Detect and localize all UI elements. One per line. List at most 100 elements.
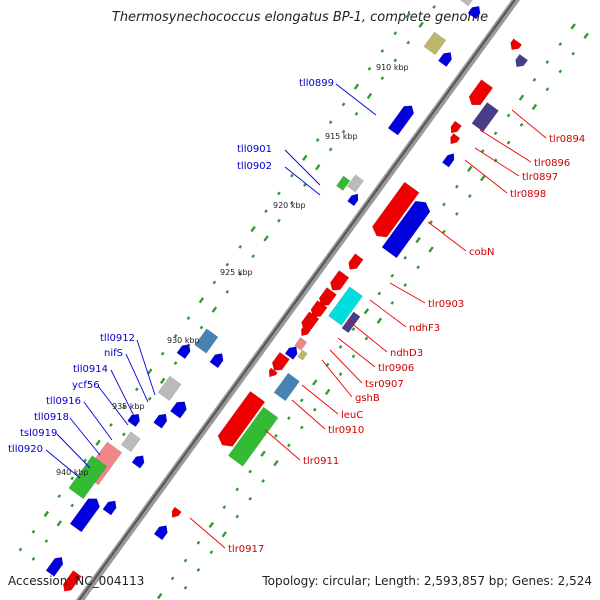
tick-mark xyxy=(428,246,434,253)
tick-mark xyxy=(363,308,370,315)
gene-feature xyxy=(273,372,300,402)
tick-mark xyxy=(506,113,511,118)
leader-line xyxy=(264,429,301,461)
tick-mark xyxy=(199,325,204,330)
tick-mark xyxy=(415,236,421,244)
leader-line xyxy=(474,147,520,177)
gene-label: tlr0910 xyxy=(328,425,364,436)
leader-line xyxy=(125,353,149,403)
gene-feature xyxy=(347,193,359,207)
tick-mark xyxy=(209,550,214,555)
tick-mark xyxy=(70,476,75,481)
gene-feature xyxy=(510,38,523,51)
tick-mark xyxy=(377,291,382,296)
gene-feature xyxy=(217,390,266,447)
tick-mark xyxy=(467,165,473,172)
tick-mark xyxy=(70,503,75,508)
gene-feature xyxy=(297,349,308,361)
gene-feature xyxy=(318,287,337,306)
tick-mark xyxy=(354,111,359,116)
gene-feature xyxy=(310,300,328,318)
tick-mark xyxy=(196,540,201,545)
leader-line xyxy=(511,109,547,139)
tick-mark xyxy=(248,496,252,501)
gene-feature xyxy=(387,105,415,136)
leader-line xyxy=(56,433,91,469)
tick-mark xyxy=(251,254,255,259)
gene-label: tsr0907 xyxy=(365,379,404,390)
tick-mark xyxy=(260,450,266,457)
tick-mark xyxy=(173,361,178,366)
gene-label: tll0914 xyxy=(73,364,108,375)
gene-label: tsl0919 xyxy=(20,428,57,439)
label-leader-lines xyxy=(45,83,547,549)
gene-feature xyxy=(169,401,187,419)
tick-mark xyxy=(222,505,227,510)
tick-mark xyxy=(506,140,511,145)
tick-mark xyxy=(134,387,139,392)
tick-mark xyxy=(277,191,281,196)
scale-label: 910 kbp xyxy=(376,63,409,72)
tick-mark xyxy=(393,31,398,36)
gene-feature xyxy=(194,328,219,354)
tick-mark xyxy=(196,568,201,572)
gene-feature xyxy=(268,367,278,378)
gene-label: ndhF3 xyxy=(409,323,440,334)
tick-mark xyxy=(173,333,178,338)
tick-mark xyxy=(238,244,243,249)
tick-mark xyxy=(315,138,320,142)
tick-mark xyxy=(290,173,294,178)
tick-mark xyxy=(287,416,291,421)
tick-mark xyxy=(311,379,318,386)
gene-feature xyxy=(328,286,363,326)
leader-line xyxy=(389,282,426,304)
gene-feature xyxy=(131,455,145,469)
tick-mark xyxy=(261,479,265,483)
tick-mark xyxy=(159,377,166,385)
gene-feature xyxy=(371,181,420,238)
gene-label: tlr0896 xyxy=(534,158,570,169)
leader-line xyxy=(83,401,113,441)
tick-mark xyxy=(455,211,459,216)
gene-label: tll0901 xyxy=(237,144,272,155)
tick-mark xyxy=(299,425,304,430)
tick-mark xyxy=(493,131,498,136)
tick-mark xyxy=(31,557,36,561)
gene-feature xyxy=(300,325,312,337)
tick-mark xyxy=(183,558,188,563)
leader-line xyxy=(464,159,508,194)
gene-label: gshB xyxy=(355,393,380,404)
tick-mark xyxy=(44,539,49,544)
tick-mark xyxy=(287,443,291,448)
leader-line xyxy=(69,417,101,456)
tick-mark xyxy=(328,120,333,125)
scale-label: 930 kbp xyxy=(167,336,200,345)
tick-mark xyxy=(570,23,576,30)
leader-line xyxy=(189,517,226,549)
figure-title: Thermosynechococcus elongatus BP-1, comp… xyxy=(111,10,489,25)
gene-label: leuC xyxy=(341,410,363,421)
leader-line xyxy=(284,149,321,186)
tick-mark xyxy=(442,229,446,234)
tick-mark xyxy=(558,69,563,74)
gene-feature xyxy=(450,133,461,145)
leader-line xyxy=(110,369,136,419)
tick-mark xyxy=(406,40,411,45)
tick-mark xyxy=(274,434,278,438)
gene-feature xyxy=(437,51,452,68)
tick-mark xyxy=(122,405,126,410)
gene-feature xyxy=(68,455,108,500)
gene-feature xyxy=(284,346,298,360)
tick-mark xyxy=(183,585,188,590)
tick-mark xyxy=(403,283,408,288)
genome-backbone-core xyxy=(78,0,516,600)
gene-feature xyxy=(301,311,320,331)
scale-label: 925 kbp xyxy=(220,268,253,277)
tick-mark xyxy=(109,422,113,427)
tick-mark xyxy=(225,262,230,267)
tick-mark xyxy=(299,398,304,403)
tick-mark xyxy=(273,459,279,467)
tick-mark xyxy=(18,547,23,552)
tick-mark xyxy=(324,388,331,396)
gene-feature xyxy=(120,431,141,453)
